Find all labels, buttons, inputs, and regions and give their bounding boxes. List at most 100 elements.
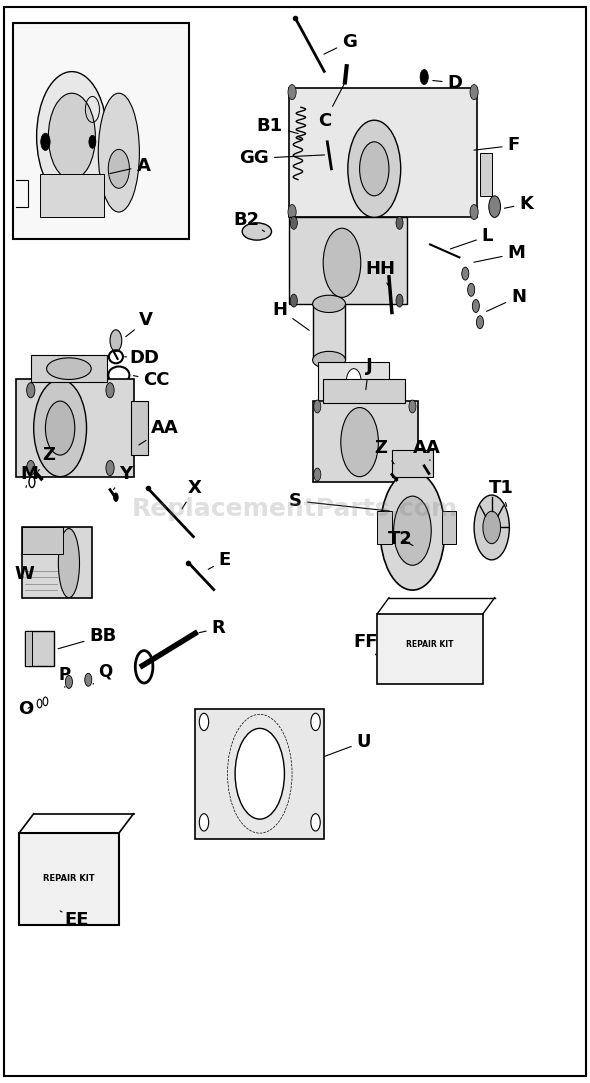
Circle shape (359, 142, 389, 196)
Circle shape (477, 316, 483, 329)
Circle shape (235, 729, 284, 819)
Text: GG: GG (239, 149, 324, 168)
Text: U: U (324, 733, 371, 757)
Circle shape (409, 468, 416, 481)
Bar (323, 379, 405, 403)
Ellipse shape (313, 351, 346, 368)
Circle shape (341, 407, 378, 477)
Text: X: X (182, 479, 202, 509)
Bar (377, 511, 392, 544)
Circle shape (290, 295, 297, 308)
Bar (319, 362, 389, 403)
Circle shape (462, 268, 469, 280)
Text: B2: B2 (233, 211, 264, 232)
Circle shape (473, 300, 480, 313)
Bar (289, 218, 407, 304)
Text: HH: HH (365, 260, 395, 285)
Text: CC: CC (133, 370, 170, 389)
Text: B1: B1 (257, 117, 298, 135)
Circle shape (470, 84, 478, 100)
Circle shape (380, 471, 445, 590)
Circle shape (323, 229, 360, 298)
Text: G: G (324, 32, 357, 54)
Circle shape (311, 813, 320, 831)
Text: REPAIR KIT: REPAIR KIT (407, 640, 454, 649)
Text: AA: AA (139, 419, 179, 445)
Bar (313, 304, 345, 360)
Text: R: R (199, 619, 225, 637)
Bar (289, 88, 477, 218)
Text: BB: BB (58, 627, 117, 649)
Circle shape (108, 149, 129, 188)
Circle shape (89, 135, 96, 148)
Circle shape (110, 330, 122, 351)
Text: D: D (433, 74, 463, 92)
Bar (13, 23, 189, 239)
Text: FF: FF (354, 634, 378, 655)
Bar (22, 527, 93, 598)
Text: W: W (14, 565, 34, 584)
Text: K: K (504, 195, 533, 212)
Circle shape (314, 400, 321, 413)
Ellipse shape (99, 93, 139, 212)
Circle shape (45, 401, 75, 455)
Text: ReplacementParts.com: ReplacementParts.com (132, 497, 458, 521)
Text: T2: T2 (388, 530, 413, 548)
Ellipse shape (313, 296, 346, 313)
Text: L: L (450, 227, 493, 249)
Circle shape (288, 84, 296, 100)
Text: P: P (59, 666, 71, 688)
Text: C: C (319, 79, 346, 130)
Text: Y: Y (113, 465, 132, 490)
Text: O: O (18, 701, 33, 718)
Text: H: H (273, 301, 309, 330)
Circle shape (27, 460, 35, 475)
Bar (313, 401, 418, 482)
Circle shape (394, 496, 431, 565)
Bar (377, 614, 483, 684)
Text: T1: T1 (489, 479, 514, 507)
Bar (22, 527, 63, 554)
Circle shape (113, 493, 118, 501)
Bar (25, 631, 32, 666)
Circle shape (34, 379, 87, 477)
Text: EE: EE (60, 911, 89, 929)
Text: AA: AA (412, 439, 440, 460)
Circle shape (420, 69, 428, 84)
Bar (31, 354, 107, 381)
Circle shape (65, 676, 73, 689)
Bar (25, 631, 54, 666)
Text: A: A (110, 157, 150, 175)
Circle shape (41, 133, 50, 151)
Bar (392, 449, 433, 477)
Circle shape (468, 284, 475, 297)
Circle shape (470, 205, 478, 220)
Circle shape (106, 460, 114, 475)
Circle shape (314, 468, 321, 481)
Circle shape (199, 813, 209, 831)
Text: S: S (289, 492, 389, 511)
Text: M: M (20, 465, 38, 487)
Circle shape (37, 71, 107, 201)
Circle shape (199, 714, 209, 731)
Text: E: E (208, 551, 231, 570)
Circle shape (288, 205, 296, 220)
Ellipse shape (242, 223, 271, 240)
Circle shape (396, 295, 403, 308)
Circle shape (106, 382, 114, 397)
Circle shape (48, 93, 96, 180)
Circle shape (489, 196, 500, 218)
Text: Z: Z (38, 446, 55, 471)
Ellipse shape (58, 529, 80, 598)
Circle shape (396, 217, 403, 230)
Circle shape (348, 120, 401, 218)
Circle shape (311, 714, 320, 731)
Bar (195, 709, 324, 838)
Bar (19, 833, 119, 925)
Bar (130, 401, 148, 455)
Circle shape (290, 217, 297, 230)
Circle shape (346, 368, 361, 396)
Text: N: N (487, 288, 526, 311)
Bar (16, 379, 133, 477)
Circle shape (474, 495, 509, 560)
